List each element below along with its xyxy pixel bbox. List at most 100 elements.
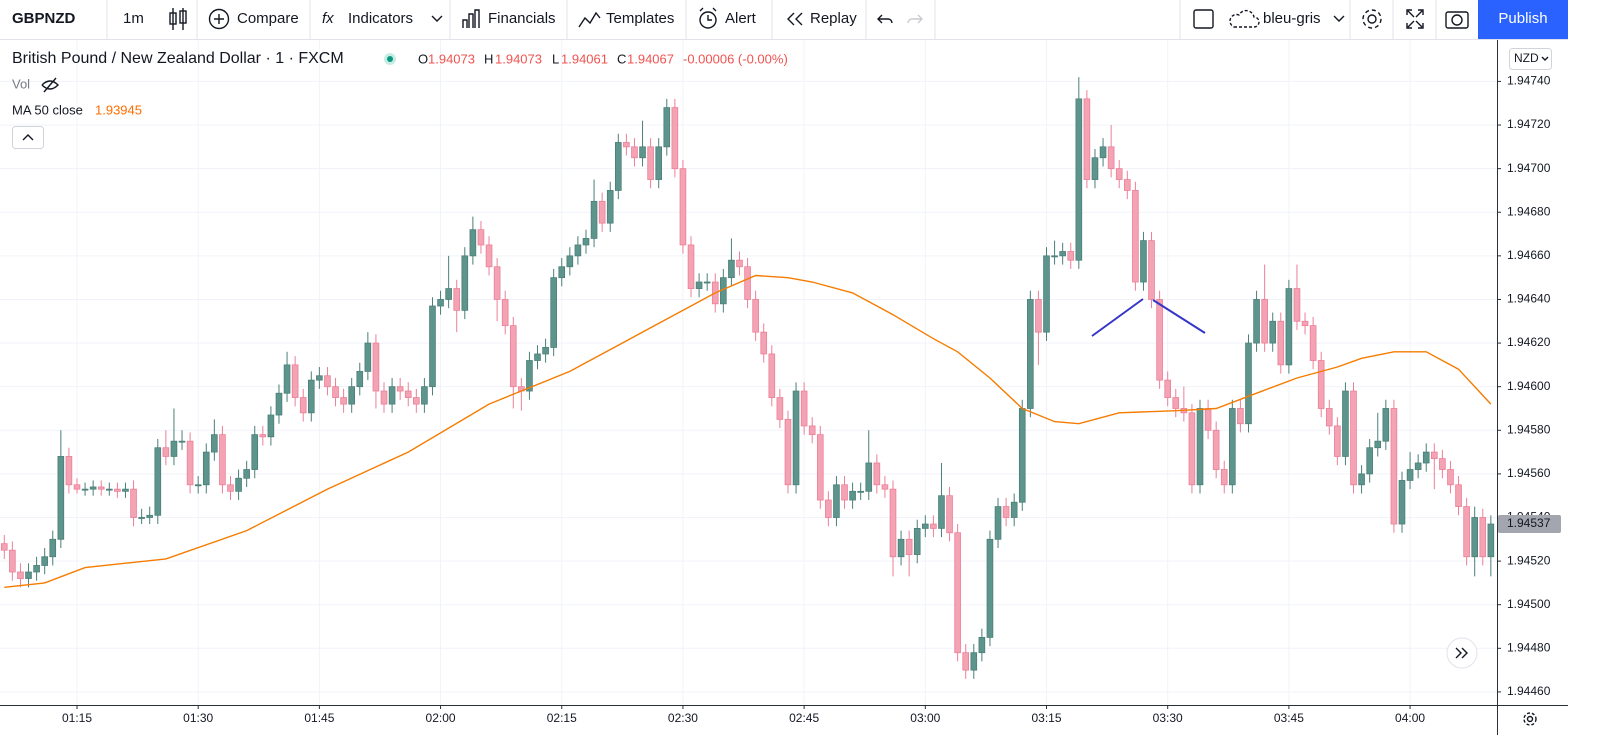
candle-body bbox=[889, 488, 897, 558]
chevron[interactable] bbox=[1333, 15, 1345, 22]
candle-body bbox=[332, 386, 339, 398]
candle-body bbox=[1439, 458, 1446, 470]
candle-body bbox=[1091, 157, 1099, 180]
market-status bbox=[387, 56, 393, 62]
y-tick-label: 1.94560 bbox=[1507, 466, 1551, 480]
close-label: C bbox=[617, 51, 626, 66]
compare-icon bbox=[214, 14, 224, 24]
axis-settings[interactable] bbox=[1523, 712, 1537, 726]
candle-body bbox=[186, 440, 194, 486]
candle-body bbox=[1479, 517, 1487, 558]
x-tick-label: 03:00 bbox=[910, 711, 940, 725]
y-tick-label: 1.94580 bbox=[1507, 422, 1551, 436]
layout-name[interactable]: bleu-gris bbox=[1263, 10, 1321, 27]
candle-body bbox=[235, 477, 242, 492]
candle-body bbox=[752, 299, 759, 333]
candle-body bbox=[808, 425, 816, 436]
snapshot-button[interactable] bbox=[1451, 14, 1463, 26]
settings-button[interactable] bbox=[1362, 9, 1382, 29]
candle-body bbox=[170, 440, 178, 457]
candle-body bbox=[388, 386, 396, 405]
candle-body bbox=[122, 488, 129, 492]
candle-body bbox=[857, 490, 864, 493]
collapse-button[interactable] bbox=[12, 126, 44, 149]
toolbar-bg bbox=[0, 0, 1613, 39]
candle-body bbox=[849, 490, 856, 501]
y-tick-label: 1.94740 bbox=[1507, 74, 1551, 88]
hide-icon[interactable] bbox=[41, 77, 59, 93]
candle-body bbox=[114, 488, 121, 492]
y-tick-label: 1.94460 bbox=[1507, 684, 1551, 698]
candle-body bbox=[695, 281, 703, 289]
candle-body bbox=[922, 523, 929, 529]
indicators-button[interactable]: Indicators bbox=[348, 10, 413, 27]
candle-body bbox=[1212, 429, 1220, 470]
candle-body bbox=[930, 523, 937, 529]
plot-area bbox=[0, 40, 1497, 705]
candle-body bbox=[219, 434, 226, 486]
y-tick-label: 1.94520 bbox=[1507, 553, 1551, 567]
candle-body bbox=[211, 434, 218, 453]
fullscreen-button[interactable] bbox=[1406, 9, 1424, 29]
redo-button[interactable] bbox=[907, 14, 923, 24]
candle-body bbox=[671, 107, 679, 170]
currency-button[interactable] bbox=[1509, 48, 1552, 70]
axis-settings[interactable] bbox=[1526, 715, 1534, 723]
chevron[interactable] bbox=[431, 15, 443, 22]
candle-body bbox=[1414, 462, 1422, 470]
candle-body bbox=[364, 342, 372, 372]
candle-body bbox=[1035, 299, 1042, 333]
candle-body bbox=[655, 146, 663, 180]
y-tick-label: 1.94680 bbox=[1507, 204, 1551, 218]
candle-body bbox=[938, 495, 945, 529]
publish-label[interactable]: Publish bbox=[1498, 10, 1547, 27]
candle-body bbox=[33, 565, 40, 573]
candle-body bbox=[582, 238, 590, 246]
candle-body bbox=[679, 168, 687, 246]
candle-body bbox=[413, 397, 420, 405]
x-tick-label: 03:45 bbox=[1274, 711, 1304, 725]
snapshot-button[interactable] bbox=[1445, 11, 1469, 29]
cloud-icon bbox=[1229, 9, 1260, 28]
candle-body bbox=[550, 277, 557, 348]
ma-line bbox=[4, 274, 1492, 588]
candle-body bbox=[421, 386, 428, 405]
x-tick-label: 02:45 bbox=[789, 711, 819, 725]
financials-button[interactable]: Financials bbox=[488, 10, 556, 27]
scroll-to-end[interactable] bbox=[1446, 637, 1478, 669]
financials-icon bbox=[462, 9, 480, 28]
currency[interactable]: NZD bbox=[1514, 51, 1539, 65]
candle-body bbox=[340, 397, 347, 405]
replay-button[interactable]: Replay bbox=[810, 10, 857, 27]
compare-button[interactable]: Compare bbox=[237, 10, 299, 27]
candle-body bbox=[501, 299, 509, 327]
candle-body bbox=[1422, 451, 1430, 464]
low-label: L bbox=[552, 51, 559, 66]
candle-body bbox=[1277, 320, 1285, 366]
candle-body bbox=[130, 488, 137, 518]
settings-button[interactable] bbox=[1367, 14, 1377, 24]
candle-body bbox=[380, 390, 388, 405]
chevron[interactable] bbox=[1541, 56, 1549, 61]
candle-body bbox=[962, 652, 970, 671]
drawing-lines[interactable] bbox=[1091, 298, 1206, 337]
candle-body bbox=[1075, 98, 1083, 261]
chart-type-button[interactable] bbox=[169, 8, 187, 30]
candle-body bbox=[178, 440, 186, 443]
symbol[interactable]: GBPNZD bbox=[12, 10, 76, 27]
interval[interactable]: 1m bbox=[123, 10, 144, 27]
candle-body bbox=[1358, 473, 1365, 486]
candle-body bbox=[792, 390, 800, 486]
layout-button[interactable] bbox=[1193, 9, 1214, 29]
candle-body bbox=[614, 142, 622, 191]
candle-body bbox=[663, 107, 671, 148]
candle-body bbox=[1196, 408, 1204, 486]
candle-body bbox=[1002, 506, 1010, 518]
candle-body bbox=[558, 266, 566, 279]
templates-button[interactable]: Templates bbox=[606, 10, 674, 27]
publish-button[interactable] bbox=[1478, 0, 1568, 39]
candle-body bbox=[526, 360, 533, 392]
undo-button[interactable] bbox=[877, 14, 893, 24]
alert-button[interactable]: Alert bbox=[725, 10, 757, 27]
